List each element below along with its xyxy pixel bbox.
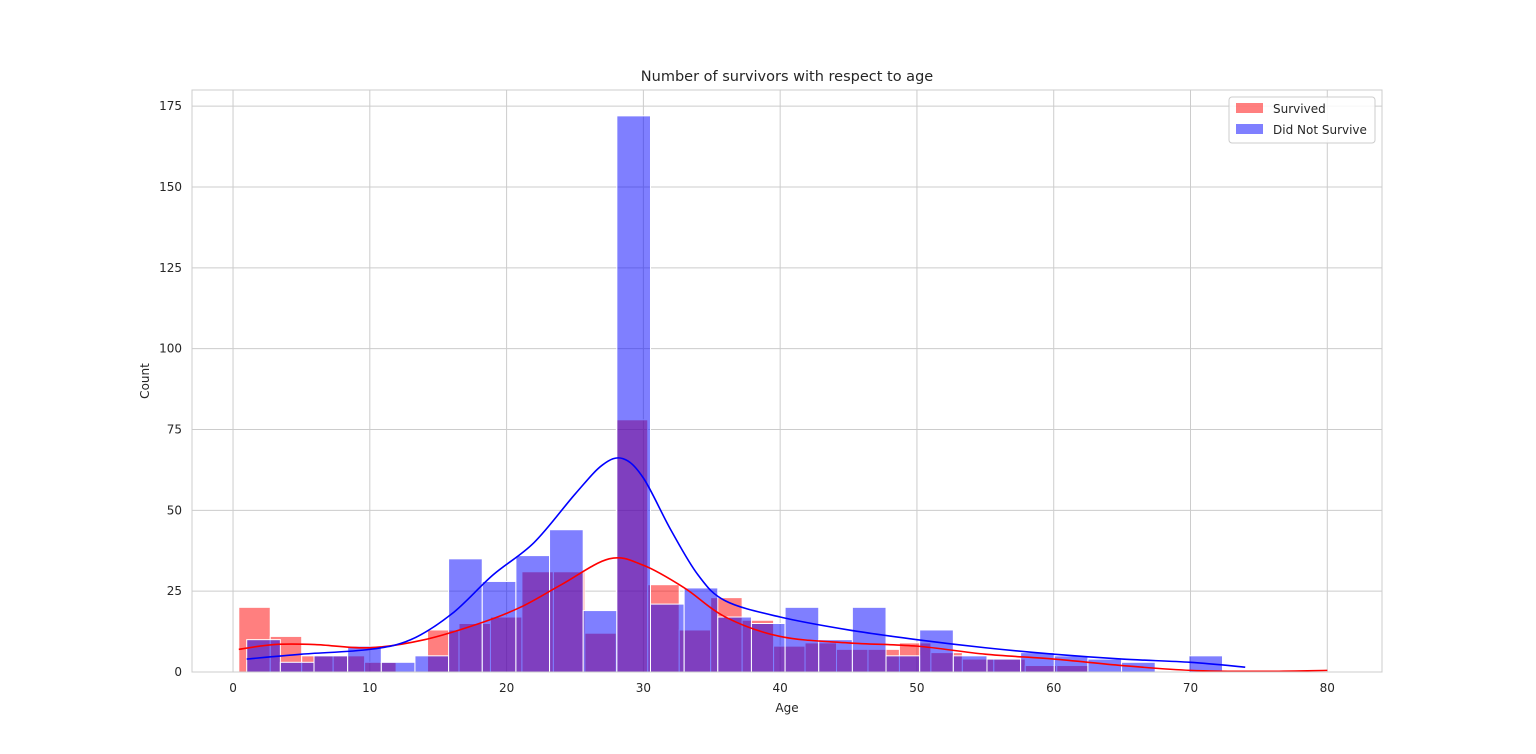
x-tick-label: 0 (229, 681, 237, 695)
y-tick-label: 75 (167, 423, 182, 437)
bar-did-not-survive (414, 655, 450, 673)
bar-did-not-survive (582, 610, 618, 673)
bar-did-not-survive (279, 661, 315, 673)
x-tick-label: 50 (909, 681, 924, 695)
x-tick-labels: 0 10 20 30 40 50 60 70 80 (229, 681, 1335, 695)
y-tick-label: 0 (174, 665, 182, 679)
legend-box (1228, 96, 1376, 144)
x-tick-label: 30 (636, 681, 651, 695)
x-tick-label: 80 (1320, 681, 1335, 695)
x-tick-label: 10 (362, 681, 377, 695)
bar-did-not-survive (986, 658, 1022, 673)
kde-curves (238, 457, 1328, 673)
bar-did-not-survive (448, 558, 483, 673)
y-tick-label: 100 (159, 342, 182, 356)
x-tick-label: 70 (1183, 681, 1198, 695)
bar-did-not-survive (683, 587, 719, 673)
bar-did-not-survive (818, 639, 853, 673)
bar-did-not-survive (380, 661, 416, 673)
plot-frame (191, 89, 1383, 673)
bar-did-not-survive (1020, 652, 1055, 673)
y-axis-title: Count (138, 363, 152, 399)
x-axis-title: Age (775, 701, 798, 715)
bar-did-not-survive (952, 655, 988, 673)
y-tick-label: 50 (167, 503, 182, 517)
y-tick-label: 125 (159, 261, 182, 275)
x-tick-label: 60 (1046, 681, 1061, 695)
bar-did-not-survive (515, 555, 551, 673)
bar-did-not-survive (1053, 655, 1089, 673)
chart-title: Number of survivors with respect to age (641, 69, 933, 85)
kde-line-did-not-survive (246, 457, 1246, 668)
bar-did-not-survive (649, 603, 685, 673)
bar-did-not-survive (717, 616, 752, 673)
bar-did-not-survive (616, 115, 651, 673)
bar-did-not-survive (481, 580, 517, 673)
bar-did-not-survive (750, 623, 786, 673)
bar-did-not-survive (313, 655, 349, 673)
bar-did-not-survive (885, 655, 921, 673)
x-tick-label: 40 (773, 681, 788, 695)
plot-area (192, 90, 1382, 672)
x-tick-label: 20 (499, 681, 514, 695)
bar-did-not-survive (851, 606, 887, 673)
bar-did-not-survive (919, 629, 954, 673)
y-tick-label: 25 (167, 584, 182, 598)
legend-swatch-did-not-survive (1236, 124, 1263, 134)
legend-label-did-not-survive: Did Not Survive (1273, 123, 1367, 137)
y-tick-label: 175 (159, 99, 182, 113)
y-tick-label: 150 (159, 180, 182, 194)
bars-did-not-survive (246, 115, 1224, 673)
legend: Survived Did Not Survive (1228, 96, 1376, 144)
bar-did-not-survive (549, 529, 584, 673)
y-tick-labels: 0 25 50 75 100 125 150 175 (159, 99, 182, 679)
legend-swatch-survived (1236, 103, 1263, 113)
legend-label-survived: Survived (1273, 102, 1326, 116)
